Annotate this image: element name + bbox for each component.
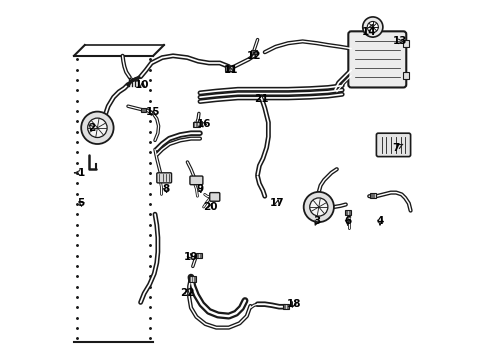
Bar [196, 253, 202, 258]
Text: 22: 22 [180, 288, 195, 298]
Text: 20: 20 [203, 202, 218, 212]
Bar [345, 210, 351, 215]
Text: 11: 11 [223, 65, 238, 75]
Bar [283, 304, 289, 309]
Text: 2: 2 [88, 123, 96, 133]
Circle shape [368, 22, 378, 32]
FancyBboxPatch shape [190, 176, 203, 185]
Bar [403, 40, 409, 47]
Circle shape [81, 112, 114, 144]
Bar [251, 50, 257, 54]
Text: 10: 10 [135, 80, 150, 90]
Text: 5: 5 [77, 198, 85, 208]
Text: 9: 9 [196, 184, 203, 194]
FancyBboxPatch shape [157, 173, 172, 183]
Text: 16: 16 [196, 119, 211, 129]
Circle shape [310, 198, 328, 216]
Bar [403, 72, 409, 79]
Text: 3: 3 [314, 216, 320, 226]
Text: 1: 1 [74, 168, 85, 178]
Text: 12: 12 [247, 51, 261, 61]
Text: 6: 6 [344, 216, 351, 226]
Text: 7: 7 [392, 143, 403, 153]
FancyBboxPatch shape [376, 133, 411, 157]
Text: 21: 21 [254, 94, 269, 104]
Bar [193, 122, 200, 127]
FancyBboxPatch shape [210, 193, 220, 201]
Text: 4: 4 [376, 216, 384, 226]
Circle shape [88, 118, 107, 138]
Bar [189, 276, 196, 282]
Text: 15: 15 [146, 107, 161, 117]
Circle shape [363, 17, 383, 37]
Bar [370, 193, 375, 198]
Text: 14: 14 [362, 24, 376, 37]
Text: 13: 13 [392, 36, 407, 46]
Text: 17: 17 [270, 198, 285, 208]
Text: 18: 18 [286, 299, 301, 309]
Circle shape [304, 192, 334, 222]
Text: 8: 8 [162, 184, 170, 194]
FancyBboxPatch shape [348, 31, 406, 87]
Text: 19: 19 [184, 252, 198, 262]
Bar [225, 66, 233, 71]
Bar [141, 108, 146, 112]
